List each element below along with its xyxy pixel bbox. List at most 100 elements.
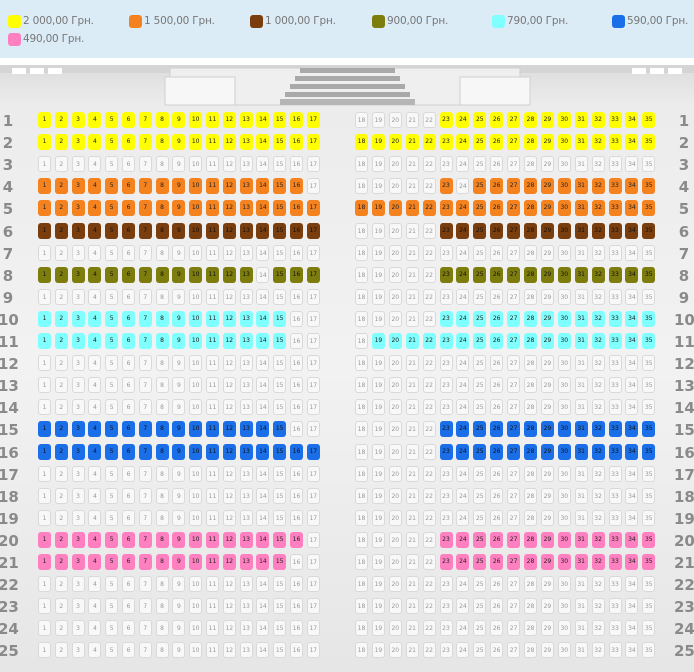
seat[interactable]: 32 bbox=[591, 333, 605, 349]
seat[interactable]: 11 bbox=[206, 531, 219, 548]
seat[interactable]: 24 bbox=[456, 266, 470, 283]
seat[interactable]: 1 bbox=[38, 554, 51, 570]
seat[interactable]: 24 bbox=[456, 310, 470, 327]
seat[interactable]: 20 bbox=[388, 200, 402, 217]
seat[interactable]: 34 bbox=[625, 554, 639, 570]
seat[interactable]: 11 bbox=[206, 554, 219, 570]
seat[interactable]: 31 bbox=[574, 531, 588, 548]
seat[interactable]: 29 bbox=[540, 178, 554, 195]
seat[interactable]: 10 bbox=[189, 266, 203, 283]
seat[interactable]: 34 bbox=[625, 443, 639, 460]
seat[interactable]: 25 bbox=[473, 310, 487, 327]
seat[interactable]: 15 bbox=[273, 178, 287, 195]
seat[interactable]: 17 bbox=[306, 200, 320, 217]
seat[interactable]: 31 bbox=[574, 134, 588, 151]
seat[interactable]: 6 bbox=[122, 222, 135, 239]
seat[interactable]: 30 bbox=[557, 222, 571, 239]
seat[interactable]: 2 bbox=[54, 266, 68, 283]
seat[interactable]: 1 bbox=[38, 531, 51, 548]
seat[interactable]: 8 bbox=[155, 134, 169, 151]
seat[interactable]: 17 bbox=[306, 443, 320, 460]
seat[interactable]: 3 bbox=[71, 310, 85, 327]
seat[interactable]: 27 bbox=[507, 178, 521, 195]
seat[interactable]: 15 bbox=[273, 443, 287, 460]
seat[interactable]: 33 bbox=[608, 443, 622, 460]
seat[interactable]: 23 bbox=[439, 134, 453, 151]
seat[interactable]: 3 bbox=[71, 421, 85, 438]
seat[interactable]: 25 bbox=[473, 178, 487, 195]
seat[interactable]: 27 bbox=[507, 443, 521, 460]
seat[interactable]: 35 bbox=[642, 421, 656, 438]
seat[interactable]: 21 bbox=[405, 333, 419, 349]
seat[interactable]: 35 bbox=[642, 554, 656, 570]
seat[interactable]: 14 bbox=[256, 200, 270, 217]
seat[interactable]: 15 bbox=[273, 333, 287, 349]
seat[interactable]: 33 bbox=[608, 554, 622, 570]
seat[interactable]: 10 bbox=[189, 310, 203, 327]
seat[interactable]: 2 bbox=[54, 421, 68, 438]
seat[interactable]: 31 bbox=[574, 200, 588, 217]
seat[interactable]: 32 bbox=[591, 222, 605, 239]
seat[interactable]: 29 bbox=[540, 112, 554, 128]
seat[interactable]: 27 bbox=[507, 421, 521, 438]
seat[interactable]: 25 bbox=[473, 222, 487, 239]
seat[interactable]: 10 bbox=[189, 421, 203, 438]
seat[interactable]: 15 bbox=[273, 554, 287, 570]
seat[interactable]: 33 bbox=[608, 531, 622, 548]
seat[interactable]: 23 bbox=[439, 310, 453, 327]
seat[interactable]: 11 bbox=[206, 266, 219, 283]
seat[interactable]: 1 bbox=[38, 222, 51, 239]
seat[interactable]: 35 bbox=[642, 443, 656, 460]
seat[interactable]: 15 bbox=[273, 200, 287, 217]
seat[interactable]: 31 bbox=[574, 266, 588, 283]
seat[interactable]: 2 bbox=[54, 222, 68, 239]
seat[interactable]: 1 bbox=[38, 266, 51, 283]
seat[interactable]: 11 bbox=[206, 222, 219, 239]
seat[interactable]: 6 bbox=[122, 266, 135, 283]
seat[interactable]: 4 bbox=[88, 310, 102, 327]
seat[interactable]: 5 bbox=[105, 112, 119, 128]
seat[interactable]: 16 bbox=[290, 531, 303, 548]
seat[interactable]: 30 bbox=[557, 443, 571, 460]
seat[interactable]: 13 bbox=[239, 222, 253, 239]
seat[interactable]: 33 bbox=[608, 134, 622, 151]
seat[interactable]: 16 bbox=[290, 266, 303, 283]
seat[interactable]: 15 bbox=[273, 266, 287, 283]
seat[interactable]: 33 bbox=[608, 421, 622, 438]
seat[interactable]: 32 bbox=[591, 421, 605, 438]
seat[interactable]: 6 bbox=[122, 134, 135, 151]
seat[interactable]: 10 bbox=[189, 531, 203, 548]
seat[interactable]: 31 bbox=[574, 310, 588, 327]
seat[interactable]: 12 bbox=[222, 134, 236, 151]
seat[interactable]: 4 bbox=[88, 421, 102, 438]
seat[interactable]: 34 bbox=[625, 134, 639, 151]
seat[interactable]: 30 bbox=[557, 310, 571, 327]
seat[interactable]: 30 bbox=[557, 178, 571, 195]
seat[interactable]: 13 bbox=[239, 443, 253, 460]
seat[interactable]: 32 bbox=[591, 178, 605, 195]
seat[interactable]: 11 bbox=[206, 200, 219, 217]
seat[interactable]: 27 bbox=[507, 200, 521, 217]
seat[interactable]: 30 bbox=[557, 554, 571, 570]
seat[interactable]: 2 bbox=[54, 134, 68, 151]
seat[interactable]: 1 bbox=[38, 421, 51, 438]
seat[interactable]: 26 bbox=[490, 134, 504, 151]
seat[interactable]: 12 bbox=[222, 421, 236, 438]
seat[interactable]: 9 bbox=[172, 178, 186, 195]
seat[interactable]: 23 bbox=[439, 178, 453, 195]
seat[interactable]: 7 bbox=[138, 134, 152, 151]
seat[interactable]: 2 bbox=[54, 200, 68, 217]
seat[interactable]: 27 bbox=[507, 222, 521, 239]
seat[interactable]: 12 bbox=[222, 531, 236, 548]
seat[interactable]: 4 bbox=[88, 222, 102, 239]
seat[interactable]: 27 bbox=[507, 134, 521, 151]
seat[interactable]: 32 bbox=[591, 310, 605, 327]
seat[interactable]: 3 bbox=[71, 531, 85, 548]
seat[interactable]: 1 bbox=[38, 112, 51, 128]
seat[interactable]: 8 bbox=[155, 333, 169, 349]
seat[interactable]: 28 bbox=[524, 222, 537, 239]
seat[interactable]: 13 bbox=[239, 134, 253, 151]
seat[interactable]: 15 bbox=[273, 310, 287, 327]
seat[interactable]: 11 bbox=[206, 134, 219, 151]
seat[interactable]: 3 bbox=[71, 443, 85, 460]
